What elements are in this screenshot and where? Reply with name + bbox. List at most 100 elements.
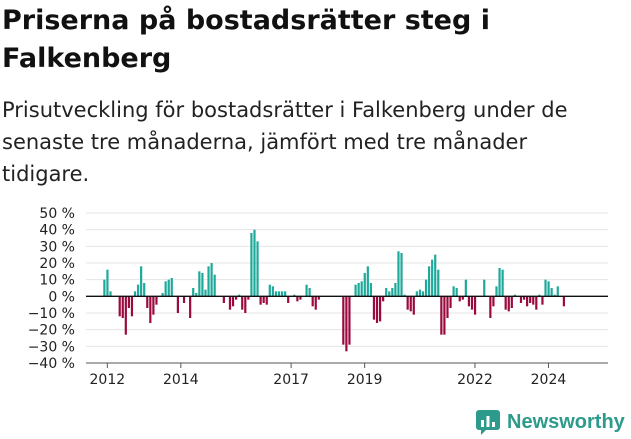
bar [378,296,382,322]
bar [308,288,311,297]
chart-title: Priserna på bostadsrätter steg i Falkenb… [2,5,490,74]
bar [529,296,532,303]
bar [363,273,366,297]
newsworthy-brand: Newsworthy [475,408,625,436]
bar [354,284,357,297]
bar [400,253,403,297]
bar [446,296,449,318]
y-tick-label: 40 % [39,223,75,239]
bar [434,254,437,297]
newsworthy-logo-icon [476,410,500,435]
bar [467,296,471,307]
x-axis: 2012 2014 2017 2019 2022 2024 [90,363,566,388]
bar [470,296,474,310]
y-axis: 50 %40 %30 %20 %10 %0 %−10 %−20 %−30 %−4… [28,206,75,372]
bar [366,266,369,297]
bar [507,296,510,312]
bar [510,296,513,308]
bar [149,296,152,323]
brand-name: Newsworthy [507,410,625,433]
bars [103,229,565,352]
bar [182,296,186,303]
bar [231,296,235,307]
bar [452,286,455,297]
bar [443,296,446,335]
bar [176,296,180,313]
bar [427,266,431,297]
bar [553,294,556,297]
bar [498,268,501,297]
y-tick-label: 50 % [39,206,75,222]
bar [544,279,547,297]
bar [222,296,225,303]
x-tick-label: 2012 [90,372,126,388]
bar [372,296,376,320]
bar [538,294,541,297]
bar [406,296,409,310]
bar [562,296,565,307]
bar [109,291,112,297]
bar [127,296,130,308]
bar [464,279,467,297]
bar [155,296,158,305]
bar [130,296,134,317]
bar [409,296,412,312]
bar [403,294,406,297]
y-tick-label: −20 % [28,323,75,339]
bar [345,296,348,352]
bar [299,296,302,300]
bar [532,296,535,305]
x-tick-label: 2017 [273,372,309,388]
bar [473,296,477,315]
x-tick-label: 2022 [457,372,493,388]
bar [455,288,458,297]
bar [418,289,422,297]
bar [152,296,155,315]
bar [164,281,167,297]
bar [519,296,523,303]
bar [375,296,379,323]
bar [250,233,253,297]
bar [136,284,140,297]
y-tick-label: −10 % [28,306,75,322]
bar [437,269,440,297]
bar [556,286,559,297]
x-tick-label: 2019 [347,372,383,388]
bar [550,288,553,297]
bar [268,284,271,297]
bar [124,296,127,335]
bar [348,296,351,345]
bar [342,296,345,345]
bar [170,278,173,297]
bar [391,288,394,297]
bar [277,291,281,297]
bar [440,296,443,335]
chart-subtitle: Prisutveckling för bostadsrätter i Falke… [2,98,568,186]
y-tick-label: 0 % [48,289,75,305]
bar [256,241,259,297]
bar [195,293,198,297]
x-tick-label: 2014 [163,372,199,388]
bar [274,291,278,297]
bar [228,296,232,310]
y-tick-label: −30 % [28,339,75,355]
bar [412,296,415,315]
bar [244,296,247,313]
bar [431,259,434,297]
bar [271,286,274,297]
bar [284,291,287,297]
bar [495,286,498,297]
bar [311,296,314,307]
bar [397,251,400,297]
bar [461,296,464,300]
bar [161,293,164,297]
bar [118,296,121,317]
bar [259,296,262,305]
bar [314,296,317,310]
bar [204,289,207,297]
latest-value-label: 1 % [562,0,591,4]
bar [449,296,452,308]
bar [253,229,256,297]
bar [192,288,195,297]
